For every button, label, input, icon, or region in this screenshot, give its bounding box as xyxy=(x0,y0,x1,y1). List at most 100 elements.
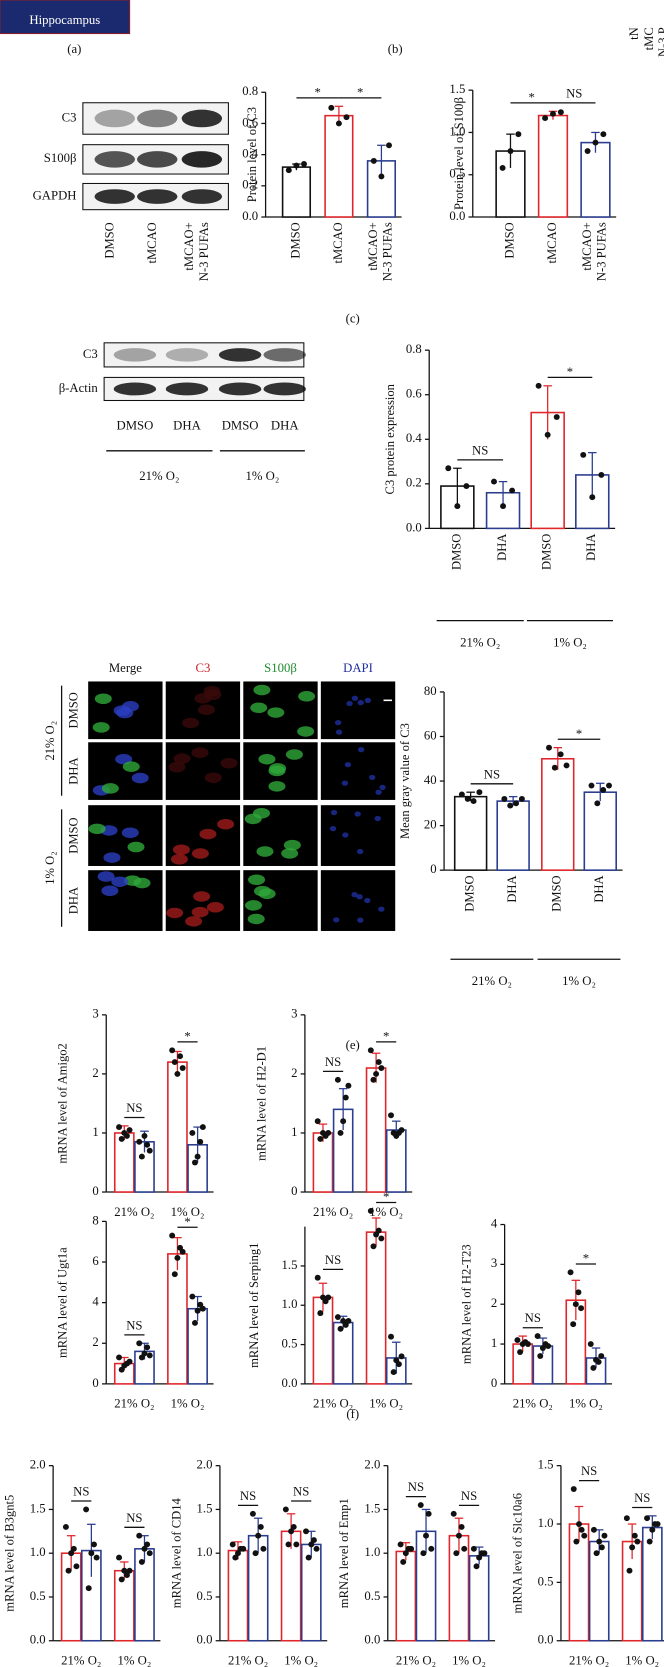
significance-label: * xyxy=(184,1030,190,1044)
data-point xyxy=(598,471,605,478)
data-point xyxy=(507,148,514,154)
significance-label: * xyxy=(314,86,320,100)
data-point xyxy=(398,1353,405,1360)
y-axis-label: mRNA level of H2-D1 xyxy=(254,1046,268,1161)
data-point xyxy=(590,1365,597,1371)
data-point xyxy=(252,1550,259,1557)
significance-label: * xyxy=(383,1190,389,1204)
cell xyxy=(185,916,203,927)
blot-band xyxy=(165,348,209,362)
y-tick-label: 0.0 xyxy=(282,1376,298,1390)
data-point xyxy=(578,1526,585,1533)
data-point xyxy=(654,1521,661,1527)
y-axis-label: Protein level of C3 xyxy=(245,107,259,202)
blot-band xyxy=(263,382,306,396)
error-bar xyxy=(466,791,475,802)
data-point xyxy=(325,1294,332,1301)
data-point xyxy=(144,1344,151,1351)
significance-label: * xyxy=(583,1252,589,1266)
y-axis-label: mRNA level of CD14 xyxy=(169,1498,183,1609)
significance-label: NS xyxy=(484,767,500,781)
data-point xyxy=(557,751,564,758)
significance-label: NS xyxy=(408,1480,424,1494)
data-point xyxy=(192,1159,198,1166)
data-point xyxy=(499,165,506,171)
data-point xyxy=(570,1321,577,1328)
group-label: 1% O₂ xyxy=(569,1397,603,1411)
cell xyxy=(364,897,371,904)
group-label: 21% O₂ xyxy=(513,1397,553,1411)
data-point xyxy=(513,800,520,807)
data-point xyxy=(118,1135,125,1142)
y-tick-label: 3 xyxy=(92,1007,98,1021)
data-point xyxy=(470,1545,477,1552)
data-point xyxy=(395,1361,402,1368)
data-point xyxy=(461,1545,468,1552)
y-tick-label: 1 xyxy=(92,1125,98,1139)
data-point xyxy=(649,1526,656,1533)
group-label: 1% O₂ xyxy=(625,1654,659,1667)
significance-label: * xyxy=(383,1030,389,1044)
category-label: tMCAO+N-3 PUFAs xyxy=(366,222,395,281)
panel-label: (f) xyxy=(346,1407,359,1421)
data-point xyxy=(588,782,595,789)
data-point xyxy=(455,1532,462,1539)
data-point xyxy=(584,148,591,154)
y-axis-label: mRNA level of Ugt1a xyxy=(56,1247,70,1358)
row-label: DMSO xyxy=(66,692,80,728)
data-point xyxy=(500,503,507,510)
data-point xyxy=(400,1559,407,1565)
data-point xyxy=(544,431,551,438)
group-label: 1% O₂ xyxy=(117,1654,151,1667)
data-point xyxy=(249,1510,256,1517)
data-point xyxy=(136,1138,143,1145)
data-point xyxy=(524,1341,531,1347)
cell xyxy=(88,823,106,835)
y-tick-label: 3 xyxy=(491,1256,497,1270)
data-point xyxy=(600,787,607,793)
group-label: 1% O₂ xyxy=(452,1654,486,1667)
data-point xyxy=(328,104,335,111)
blot-band xyxy=(218,382,262,396)
data-point xyxy=(417,1502,424,1508)
data-point xyxy=(141,1545,148,1552)
data-point xyxy=(146,1147,153,1154)
data-point xyxy=(301,161,307,167)
bar xyxy=(167,1061,188,1193)
y-tick-label: 2 xyxy=(291,1066,297,1080)
hippocampus-image xyxy=(0,0,131,35)
data-point xyxy=(537,1353,544,1359)
group-label: 1% O₂ xyxy=(369,1397,403,1411)
y-tick-label: 0.0 xyxy=(30,1633,46,1647)
data-point xyxy=(126,1567,133,1574)
data-point xyxy=(598,1353,605,1359)
data-point xyxy=(397,1541,404,1548)
data-point xyxy=(388,1333,394,1340)
data-point xyxy=(70,1545,77,1552)
channel-label: C3 xyxy=(195,661,210,675)
bar xyxy=(395,1550,417,1642)
data-point xyxy=(601,1532,608,1539)
cell xyxy=(268,781,286,792)
y-tick-label: 20 xyxy=(424,818,437,832)
data-point xyxy=(88,1550,95,1557)
blot-band xyxy=(113,382,157,396)
blot-lane-label: DMSO xyxy=(117,419,154,433)
data-point xyxy=(589,494,596,501)
cell xyxy=(250,702,268,714)
cell xyxy=(356,848,364,855)
data-point xyxy=(598,1544,605,1551)
y-tick-label: 0.0 xyxy=(242,209,258,223)
channel-label: S100β xyxy=(264,661,297,675)
y-axis-label: mRNA level of Emp1 xyxy=(337,1498,351,1608)
blot-band xyxy=(181,109,223,128)
cell xyxy=(244,900,262,911)
cell xyxy=(94,693,112,704)
y-tick-label: 1.5 xyxy=(197,1501,213,1515)
data-point xyxy=(428,1545,435,1552)
data-point xyxy=(557,109,564,116)
data-point xyxy=(386,142,392,149)
data-point xyxy=(93,1554,100,1561)
data-point xyxy=(370,1076,377,1083)
